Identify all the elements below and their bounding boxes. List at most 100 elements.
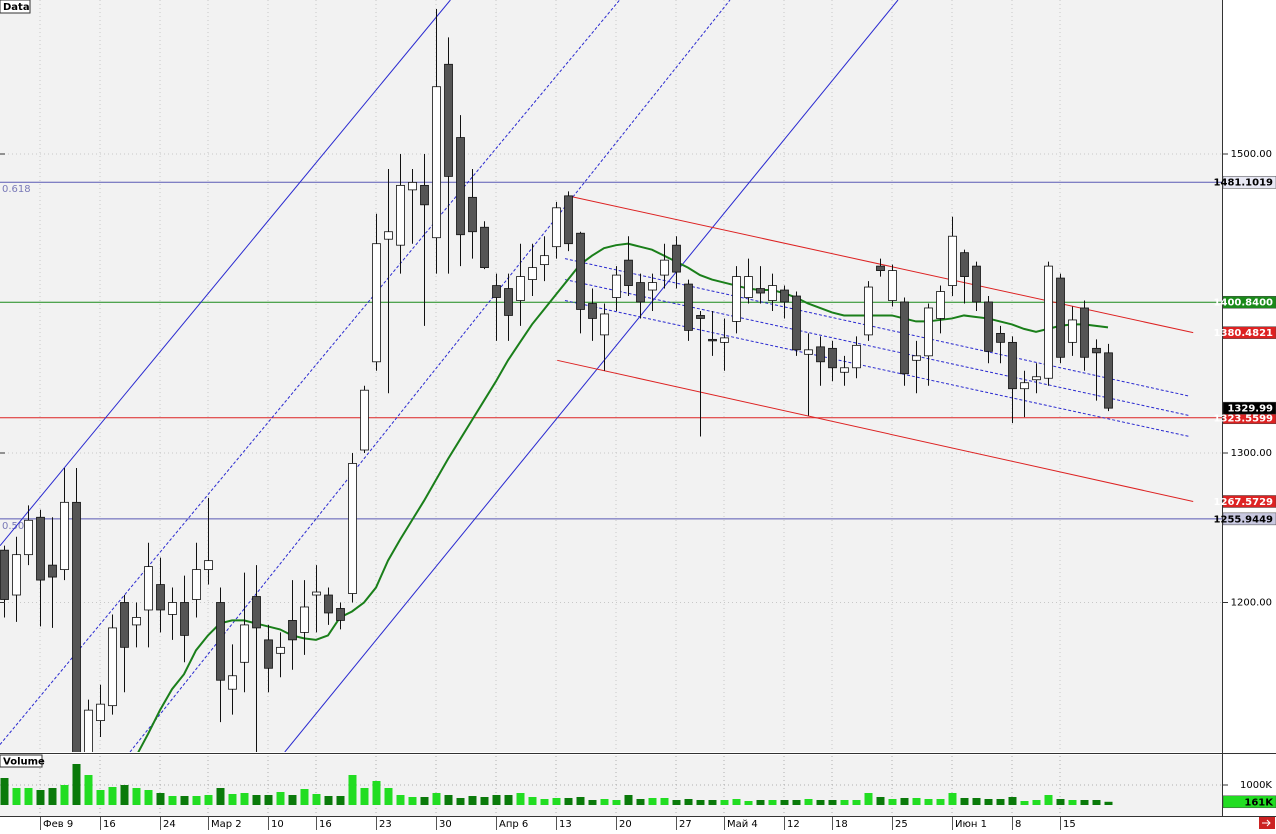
volume-bar bbox=[744, 801, 753, 805]
volume-bar bbox=[768, 800, 777, 805]
volume-bar bbox=[552, 798, 561, 805]
candle-body bbox=[600, 313, 609, 336]
y-tick-label: 1000K bbox=[1240, 780, 1272, 791]
candle-body bbox=[396, 184, 405, 246]
volume-bar bbox=[876, 797, 885, 805]
candle-body bbox=[540, 255, 549, 266]
candle-body bbox=[576, 232, 585, 310]
volume-bar bbox=[324, 796, 333, 805]
volume-bar bbox=[1104, 801, 1113, 805]
candle-body bbox=[1056, 277, 1065, 358]
x-tick-label: 23 bbox=[379, 819, 392, 830]
candle-body bbox=[696, 315, 705, 319]
y-tick-label: 1500.00 bbox=[1231, 149, 1272, 160]
candle-body bbox=[1044, 265, 1053, 379]
volume-bar bbox=[1092, 800, 1101, 805]
candle-body bbox=[456, 137, 465, 236]
candle-body bbox=[528, 267, 537, 280]
candle-body bbox=[984, 301, 993, 352]
volume-bar bbox=[156, 793, 165, 805]
volume-bar bbox=[264, 795, 273, 805]
volume-bar bbox=[756, 800, 765, 805]
x-tick-label: 12 bbox=[787, 819, 800, 830]
candle-body bbox=[408, 181, 417, 191]
candle-body bbox=[744, 276, 753, 298]
candle-body bbox=[672, 244, 681, 273]
volume-bar bbox=[132, 788, 141, 805]
candle-body bbox=[1020, 382, 1029, 390]
candle-body bbox=[684, 283, 693, 331]
candle-body bbox=[0, 549, 9, 600]
candle-body bbox=[840, 367, 849, 373]
candle-body bbox=[816, 346, 825, 363]
candle-body bbox=[936, 291, 945, 319]
candle-body bbox=[648, 282, 657, 291]
volume-bar bbox=[408, 797, 417, 805]
candle-body bbox=[312, 591, 321, 596]
x-tick-label: Апр 6 bbox=[499, 819, 528, 830]
candle-body bbox=[1104, 352, 1113, 409]
volume-bar bbox=[504, 795, 513, 805]
candle-body bbox=[900, 301, 909, 375]
x-tick-label: 10 bbox=[271, 819, 284, 830]
candle-body bbox=[384, 231, 393, 240]
x-tick-label: 16 bbox=[319, 819, 332, 830]
candle-body bbox=[924, 307, 933, 357]
volume-bar bbox=[24, 788, 33, 805]
candle-body bbox=[720, 337, 729, 343]
volume-bar bbox=[840, 800, 849, 805]
volume-bar bbox=[396, 795, 405, 805]
pane-title: Data bbox=[3, 2, 30, 13]
candle-body bbox=[912, 355, 921, 361]
candle-body bbox=[888, 270, 897, 301]
candle-body bbox=[732, 276, 741, 322]
volume-bar bbox=[540, 799, 549, 805]
candle-body bbox=[348, 463, 357, 594]
x-tick-label: 30 bbox=[439, 819, 452, 830]
candle-body bbox=[156, 584, 165, 611]
volume-bar bbox=[120, 785, 129, 805]
price-tag: 1323.5599 bbox=[1214, 413, 1274, 424]
volume-bar bbox=[816, 800, 825, 805]
candle-body bbox=[468, 196, 477, 233]
candle-body bbox=[288, 620, 297, 641]
volume-bar bbox=[432, 793, 441, 805]
x-tick-label: Май 4 bbox=[727, 819, 758, 830]
volume-bar bbox=[720, 800, 729, 805]
pane-title-box bbox=[0, 0, 31, 14]
volume-bar bbox=[1008, 797, 1017, 805]
x-tick-label: Мар 2 bbox=[211, 819, 242, 830]
trendline bbox=[564, 279, 1190, 417]
candle-body bbox=[492, 285, 501, 298]
volume-bar bbox=[948, 793, 957, 805]
volume-bar bbox=[276, 792, 285, 805]
volume-bar bbox=[216, 788, 225, 805]
price-tag: 1380.4821 bbox=[1214, 328, 1274, 339]
moving-average bbox=[137, 242, 1109, 752]
corner-icon-arrow bbox=[1262, 819, 1271, 827]
candle-body bbox=[960, 252, 969, 277]
candle-body bbox=[372, 243, 381, 363]
price-plot: 0.6180.500 bbox=[0, 0, 1222, 752]
price-pane bbox=[0, 0, 1222, 752]
volume-bar bbox=[240, 793, 249, 805]
volume-bar bbox=[612, 800, 621, 805]
candle-body bbox=[24, 519, 33, 556]
volume-bar bbox=[888, 799, 897, 805]
volume-bar bbox=[252, 795, 261, 805]
volume-bar bbox=[1056, 799, 1065, 805]
volume-bar bbox=[528, 797, 537, 805]
candle-body bbox=[624, 259, 633, 286]
volume-bar bbox=[648, 798, 657, 805]
volume-bar bbox=[1080, 800, 1089, 805]
axes: Фев 9 16 24 Мар 2 10 16 23 30 Апр 6 13 20 27 Май 4 12… bbox=[0, 149, 1276, 830]
price-tag-box bbox=[1222, 495, 1276, 508]
price-tag-box bbox=[1222, 401, 1276, 415]
candle-body bbox=[444, 63, 453, 177]
volume-bar bbox=[936, 799, 945, 805]
volume-bar bbox=[792, 800, 801, 805]
level-ratio: 0.618 bbox=[2, 184, 31, 195]
volume-bar bbox=[372, 781, 381, 805]
candle-body bbox=[240, 624, 249, 663]
